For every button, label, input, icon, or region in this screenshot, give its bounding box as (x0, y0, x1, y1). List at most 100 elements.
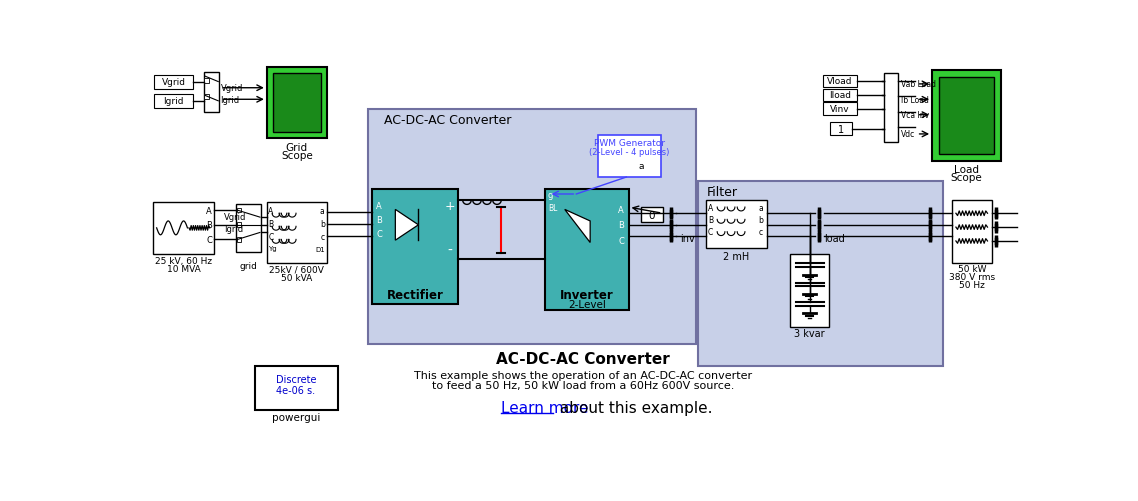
Bar (152, 202, 214, 255)
Text: -: - (447, 243, 453, 258)
Bar (236, 204, 261, 252)
Text: A: A (206, 206, 212, 215)
Text: B: B (376, 215, 382, 224)
Text: grid: grid (239, 262, 257, 271)
Text: 380 V rms: 380 V rms (949, 273, 995, 282)
Text: PWM Generator: PWM Generator (594, 139, 665, 148)
Text: Vab Load: Vab Load (901, 80, 937, 89)
Text: A: A (618, 205, 624, 214)
Text: Vdc: Vdc (901, 130, 915, 139)
Bar (545, 189, 628, 311)
Bar (266, 202, 327, 264)
Text: A: A (708, 203, 714, 212)
Bar (204, 73, 218, 113)
Text: 4e-06 s.: 4e-06 s. (277, 386, 315, 396)
Text: Ib Load: Ib Load (901, 96, 929, 105)
Text: AC-DC-AC Converter: AC-DC-AC Converter (496, 351, 670, 366)
Bar (266, 68, 327, 138)
Text: Iload: Iload (828, 91, 850, 100)
Text: to feed a 50 Hz, 50 kW load from a 60Hz 600V source.: to feed a 50 Hz, 50 kW load from a 60Hz … (432, 380, 734, 390)
Text: Learn more: Learn more (501, 400, 588, 415)
Text: 50 kVA: 50 kVA (281, 273, 313, 282)
Bar (237, 223, 241, 227)
Bar (155, 76, 192, 89)
Text: AC-DC-AC Converter: AC-DC-AC Converter (384, 114, 511, 127)
Bar (823, 76, 857, 88)
Text: Rectifier: Rectifier (387, 288, 444, 301)
Text: B: B (708, 215, 714, 224)
Text: c: c (759, 228, 764, 237)
Text: (2-Level - 4 pulses): (2-Level - 4 pulses) (589, 148, 669, 157)
Text: Igrid: Igrid (164, 97, 184, 106)
Text: a: a (640, 162, 644, 171)
Text: This example shows the operation of an AC-DC-AC converter: This example shows the operation of an A… (414, 370, 752, 380)
Text: c: c (320, 232, 324, 241)
Bar (255, 366, 338, 410)
Text: D1: D1 (315, 247, 325, 253)
Bar (641, 208, 662, 223)
Bar (823, 103, 857, 115)
Text: C: C (376, 229, 382, 238)
Text: b: b (320, 219, 324, 228)
Text: 3 kvar: 3 kvar (794, 329, 825, 339)
Text: load: load (824, 233, 846, 243)
Text: Scope: Scope (951, 173, 982, 183)
Text: 2 mH: 2 mH (724, 251, 750, 261)
Bar (155, 95, 192, 109)
Text: Yg: Yg (269, 245, 277, 252)
Text: Vinv: Vinv (830, 105, 849, 114)
Text: Scope: Scope (281, 150, 313, 160)
Bar (698, 181, 942, 366)
Bar (706, 201, 767, 248)
Text: B: B (206, 221, 212, 230)
Text: a: a (320, 206, 324, 215)
Text: Load: Load (954, 165, 979, 175)
Text: B: B (269, 219, 273, 228)
Text: 2-Level: 2-Level (568, 300, 607, 310)
Text: Discrete: Discrete (275, 374, 316, 384)
Text: 1: 1 (838, 124, 844, 134)
Polygon shape (395, 210, 419, 240)
Text: about this example.: about this example. (554, 400, 712, 415)
Bar (823, 89, 857, 102)
Bar (932, 71, 1001, 161)
Text: 0: 0 (649, 210, 655, 220)
Text: Filter: Filter (707, 186, 739, 199)
Bar (953, 201, 992, 264)
Text: A: A (376, 201, 382, 210)
Text: Vgrid: Vgrid (224, 212, 246, 221)
Text: C: C (618, 236, 624, 245)
Text: 10 MVA: 10 MVA (167, 265, 200, 274)
Text: inv: inv (681, 233, 695, 243)
Bar (791, 255, 828, 328)
Text: 25 kV, 60 Hz: 25 kV, 60 Hz (155, 256, 212, 265)
Text: Vgrid: Vgrid (221, 84, 242, 93)
Text: Grid: Grid (286, 143, 308, 153)
Bar (884, 74, 898, 143)
Text: a: a (759, 203, 764, 212)
Text: Vca Inv: Vca Inv (901, 111, 930, 120)
Polygon shape (564, 210, 591, 243)
Text: C: C (269, 232, 273, 241)
Text: Vgrid: Vgrid (162, 78, 185, 87)
Bar (939, 78, 995, 155)
Text: 25kV / 600V: 25kV / 600V (270, 266, 324, 275)
Text: Inverter: Inverter (560, 288, 613, 301)
Bar (597, 135, 661, 178)
Text: Vload: Vload (827, 77, 852, 86)
Text: powergui: powergui (272, 412, 320, 422)
Text: +: + (445, 199, 455, 212)
Text: g: g (547, 191, 553, 200)
Bar (205, 79, 209, 84)
Bar (273, 74, 321, 132)
Text: Igrid: Igrid (224, 224, 242, 233)
Bar (205, 95, 209, 99)
Text: C: C (708, 228, 714, 237)
Text: b: b (759, 215, 764, 224)
Bar (237, 208, 241, 213)
Bar (369, 110, 695, 345)
Text: Igrid: Igrid (221, 96, 240, 105)
Text: BL: BL (547, 203, 558, 212)
Bar (831, 123, 852, 135)
Bar (372, 189, 459, 305)
